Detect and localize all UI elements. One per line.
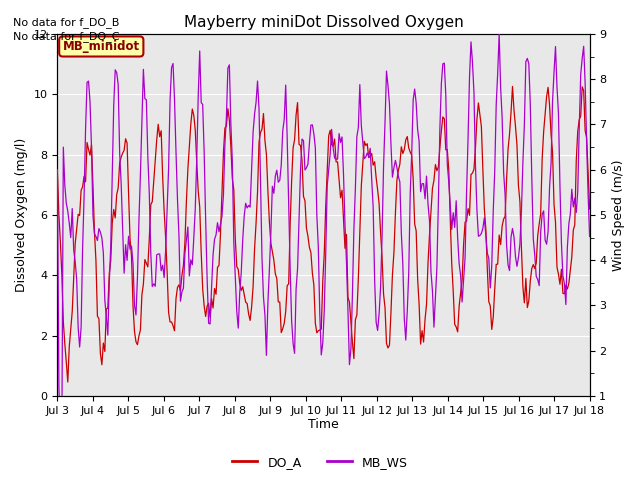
Y-axis label: Wind Speed (m/s): Wind Speed (m/s)	[612, 159, 625, 271]
Text: No data for f_DO_C: No data for f_DO_C	[13, 31, 119, 42]
Y-axis label: Dissolved Oxygen (mg/l): Dissolved Oxygen (mg/l)	[15, 138, 28, 292]
X-axis label: Time: Time	[308, 419, 339, 432]
Legend: DO_A, MB_WS: DO_A, MB_WS	[227, 451, 413, 474]
Text: No data for f_DO_B: No data for f_DO_B	[13, 17, 119, 28]
Title: Mayberry miniDot Dissolved Oxygen: Mayberry miniDot Dissolved Oxygen	[184, 15, 463, 30]
Text: MB_minidot: MB_minidot	[63, 40, 140, 53]
